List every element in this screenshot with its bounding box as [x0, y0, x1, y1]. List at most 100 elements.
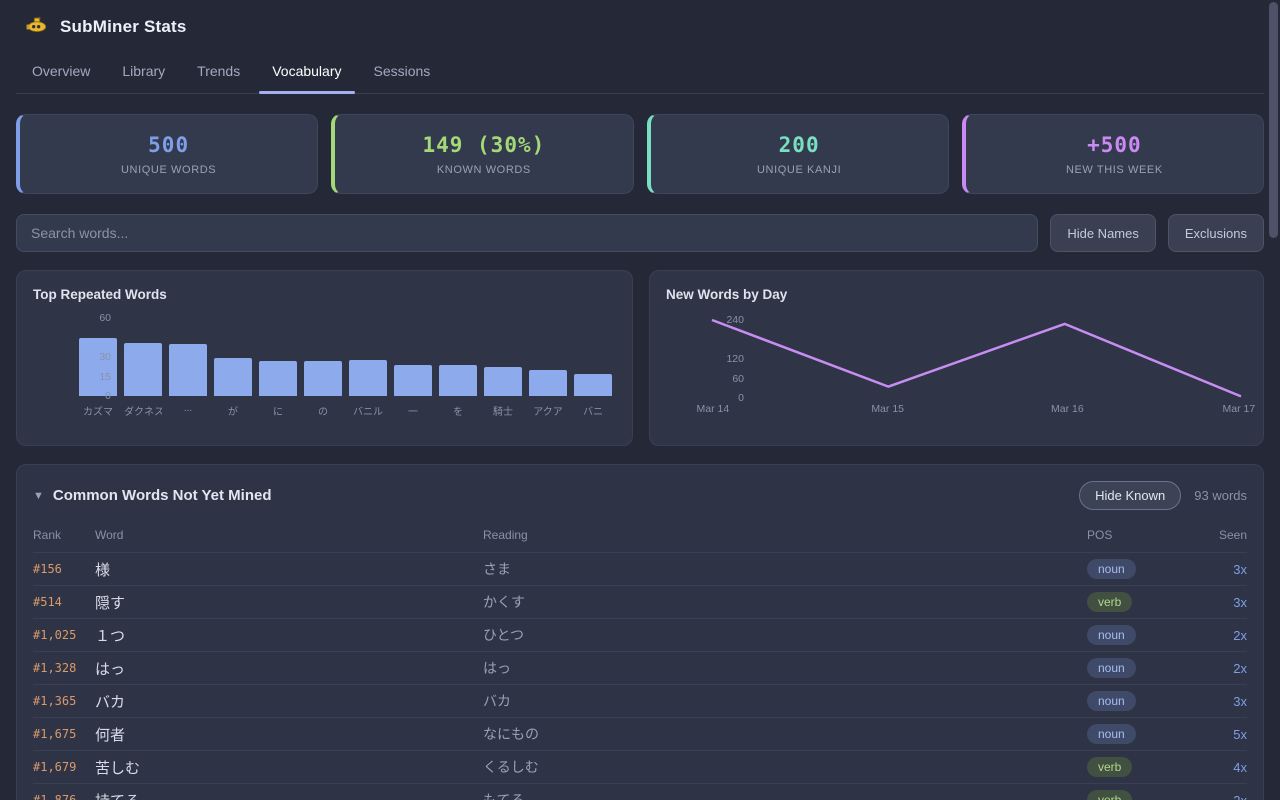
x-axis-label: Mar 16 [1050, 403, 1084, 415]
mined-words-section: ▼ Common Words Not Yet Mined Hide Known … [16, 464, 1264, 800]
tab-trends[interactable]: Trends [197, 63, 241, 79]
tab-sessions[interactable]: Sessions [373, 63, 431, 79]
word-cell: 何者 [95, 726, 126, 744]
seen-cell: 3x [1233, 693, 1247, 709]
exclusions-button[interactable]: Exclusions [1167, 214, 1264, 252]
bar-が[interactable] [214, 358, 252, 396]
word-cell: 持てる [95, 790, 483, 800]
tab-vocabulary[interactable]: Vocabulary [256, 51, 357, 94]
pos-badge: noun [1087, 691, 1136, 711]
x-axis-label: 騎士 [493, 407, 513, 418]
word-cell: 苦しむ [95, 759, 141, 777]
x-axis-label: に [273, 407, 283, 418]
table-row[interactable]: #1,328 はっ はっ noun 2x [33, 651, 1247, 684]
bar-バニル[interactable] [349, 359, 387, 396]
rank-cell: #514 [33, 595, 62, 609]
seen-cell: 2x [1233, 627, 1247, 643]
pos-cell: noun [1087, 724, 1187, 744]
pos-badge: noun [1087, 658, 1136, 678]
table-row[interactable]: #1,675 何者 なにもの noun 5x [33, 717, 1247, 750]
pos-badge: noun [1087, 625, 1136, 645]
column-header-rank: Rank [33, 528, 62, 542]
pos-cell: noun [1087, 658, 1187, 678]
seen-cell: 2x [1233, 660, 1247, 676]
word-cell: バカ [95, 693, 126, 711]
bar-...[interactable] [169, 344, 207, 396]
pos-cell: verb [1087, 592, 1187, 612]
table-body: #156 様 さま noun 3x #514 隠す かくす verb 3x #1,025 １つ ひとつ n… [33, 552, 1247, 800]
bar-ダクネス[interactable] [124, 342, 162, 396]
bar-chart-plot: 0 15 30 60 カズマ ダクネス... が に の バニル 一 を 騎士 アクア バニ [33, 312, 616, 418]
rank-cell: #1,328 [33, 661, 77, 675]
toolbar-buttons: Hide Names Exclusions [1050, 214, 1264, 252]
pos-badge: noun [1087, 559, 1136, 579]
reading-cell: もてる [483, 792, 525, 800]
table-row[interactable]: #156 様 さま noun 3x [33, 552, 1247, 585]
bar-カズマ[interactable] [79, 337, 117, 396]
search-input[interactable] [16, 214, 1039, 252]
seen-cell: 3x [1233, 594, 1247, 610]
y-axis-tick: 60 [99, 312, 111, 324]
bar-アクア[interactable] [529, 370, 567, 396]
x-axis-label: の [318, 407, 328, 418]
rank-cell: #1,365 [33, 694, 77, 708]
table-row[interactable]: #514 隠す かくす verb 3x [33, 585, 1247, 618]
bar-の[interactable] [304, 360, 342, 396]
stat-value: 149 (30%) [422, 132, 546, 157]
y-axis-tick: 30 [99, 351, 111, 363]
table-row[interactable]: #1,025 １つ ひとつ noun 2x [33, 618, 1247, 651]
stat-label: NEW THIS WEEK [1065, 163, 1163, 176]
seen-cell: 2x [1233, 792, 1247, 800]
hide-known-button[interactable]: Hide Known [1079, 481, 1182, 510]
tab-bar: Overview Library Trends Vocabulary Sessions [16, 51, 1264, 94]
table-row[interactable]: #1,365 バカ バカ noun 3x [33, 684, 1247, 717]
x-axis-label: ... [183, 403, 193, 414]
reading-cell: ひとつ [483, 627, 525, 643]
bar-に[interactable] [259, 360, 297, 396]
pos-cell: verb [1087, 757, 1187, 777]
tab-overview[interactable]: Overview [32, 63, 91, 79]
stat-value: +500 [1087, 132, 1142, 157]
bar-一[interactable] [394, 364, 432, 396]
collapse-triangle-icon[interactable]: ▼ [33, 489, 44, 502]
stat-value: 500 [148, 132, 190, 157]
bar-を[interactable] [439, 364, 477, 396]
x-axis-label: Mar 15 [871, 403, 904, 415]
tab-library[interactable]: Library [122, 63, 166, 79]
line-chart-card: New Words by Day 0 60 120 240 Mar 14 Mar 15 M… [649, 270, 1264, 446]
x-axis-label: カズマ [83, 407, 113, 418]
word-cell: １つ [95, 627, 126, 645]
x-axis-label: アクア [533, 407, 563, 418]
stat-label: KNOWN WORDS [436, 163, 531, 176]
bar-chart-title: Top Repeated Words [33, 287, 167, 302]
y-axis-tick: 120 [726, 353, 744, 365]
reading-cell: なにもの [483, 726, 539, 742]
search-toolbar: Hide Names Exclusions [16, 214, 1264, 252]
bar-バニ[interactable] [574, 373, 612, 396]
section-header: ▼ Common Words Not Yet Mined Hide Known … [33, 481, 1247, 510]
new-words-line-series [711, 318, 1242, 398]
y-axis-tick: 0 [105, 390, 111, 402]
y-axis-tick: 0 [738, 392, 744, 404]
hide-names-button[interactable]: Hide Names [1050, 214, 1156, 252]
y-axis-tick: 15 [99, 370, 111, 383]
stat-cards: 500 UNIQUE WORDS 149 (30%) KNOWN WORDS 200 UN… [16, 114, 1264, 194]
app-header: SubMiner Stats [16, 0, 1264, 43]
x-axis-label: 一 [408, 407, 418, 418]
table-row[interactable]: #1,876 持てるもてる verb 2x [33, 783, 1247, 800]
bar-騎士[interactable] [484, 367, 522, 396]
vertical-scrollbar[interactable] [1269, 2, 1278, 238]
x-axis-label: ダクネス [124, 407, 162, 418]
x-axis-label: バニル [353, 407, 383, 418]
x-axis-label: が [228, 407, 238, 418]
pos-cell: noun [1087, 625, 1187, 645]
table-row[interactable]: #1,679 苦しむ くるしむ verb 4x [33, 750, 1247, 783]
word-count: 93 words [1194, 488, 1247, 503]
reading-cell: はっ [483, 660, 511, 676]
stat-card-3: +500 NEW THIS WEEK [961, 114, 1264, 194]
page-title: SubMiner Stats [60, 17, 187, 36]
pos-badge: noun [1087, 724, 1136, 744]
y-axis-tick: 60 [732, 372, 744, 385]
rank-cell: #1,679 [33, 760, 77, 774]
